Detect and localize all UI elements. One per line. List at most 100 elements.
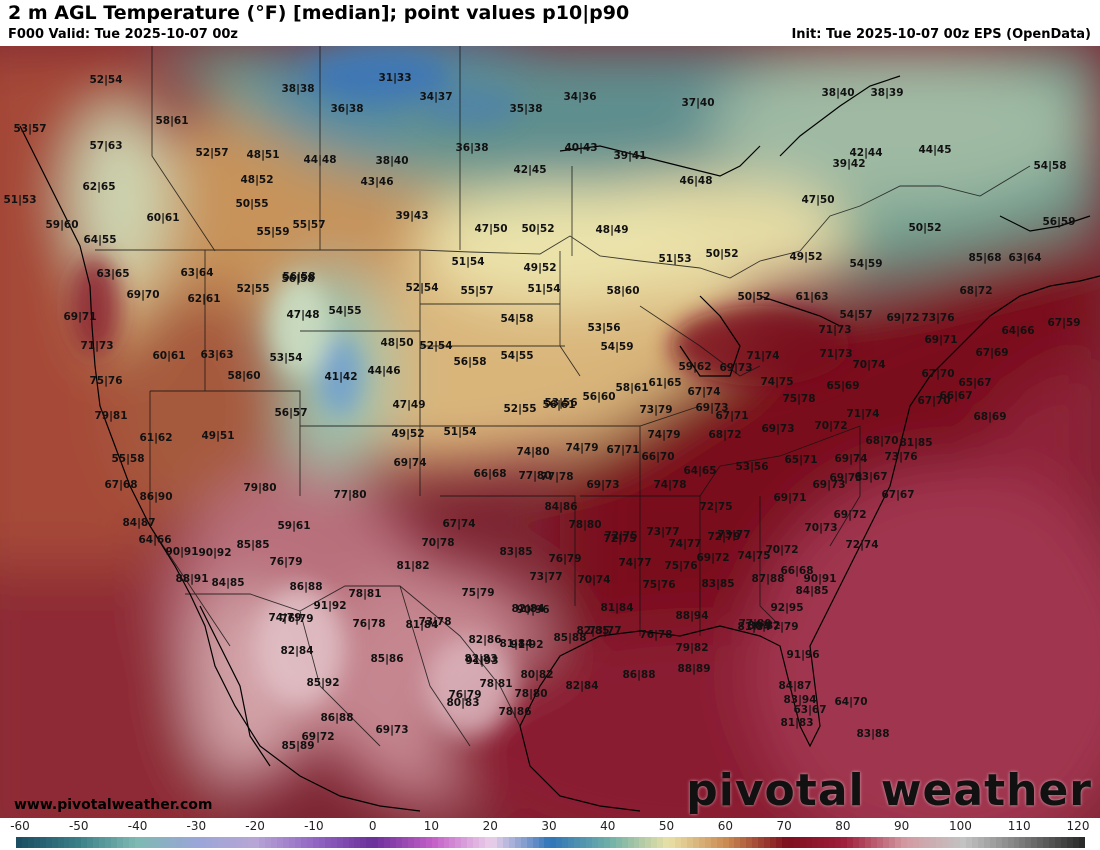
colorbar-swatch (372, 837, 379, 848)
point-value: 83|94 (783, 694, 816, 706)
point-value: 91|92 (313, 600, 346, 612)
point-value: 83|85 (499, 546, 532, 558)
point-value: 90|92 (198, 547, 231, 559)
point-value: 34|36 (563, 91, 596, 103)
colorbar-swatch (930, 837, 937, 848)
colorbar-swatch (336, 837, 343, 848)
point-value: 75|79 (461, 587, 494, 599)
colorbar-swatch (740, 837, 747, 848)
colorbar-swatch (289, 837, 296, 848)
point-value: 56|59 (1042, 216, 1075, 228)
colorbar-swatch (312, 837, 319, 848)
point-value: 81|84 (499, 638, 532, 650)
point-value: 87|88 (751, 573, 784, 585)
point-value: 86|88 (622, 669, 655, 681)
point-value: 72|75 (604, 530, 637, 542)
point-value: 74|78 (653, 479, 686, 491)
point-value: 77|78 (540, 471, 573, 483)
colorbar-swatch (134, 837, 141, 848)
point-value: 90|91 (803, 573, 836, 585)
colorbar-swatch (27, 837, 34, 848)
point-value: 62|61 (187, 293, 220, 305)
point-value: 66|68 (473, 468, 506, 480)
point-value: 85|88 (553, 632, 586, 644)
point-value: 53|57 (13, 123, 46, 135)
point-value: 39|43 (395, 210, 428, 222)
colorbar-swatch (663, 837, 670, 848)
point-value: 56|58 (282, 271, 315, 283)
colorbar: -60 -50 -40 -30 -20 -10 0 10 20 30 40 50 60 70 80 90 100… (0, 818, 1100, 850)
point-value: 48|49 (595, 224, 628, 236)
colorbar-swatch (704, 837, 711, 848)
colorbar-tick-label: 30 (541, 819, 557, 833)
point-value: 64|70 (834, 696, 867, 708)
colorbar-swatch (675, 837, 681, 848)
point-value: 79|82 (675, 642, 708, 654)
colorbar-swatch (977, 837, 984, 848)
colorbar-swatch (39, 837, 46, 848)
colorbar-swatch (1055, 837, 1061, 848)
point-value: 51|54 (527, 283, 560, 295)
colorbar-swatch (989, 837, 996, 848)
point-value: 78|81 (479, 678, 512, 690)
point-value: 66|68 (780, 565, 813, 577)
colorbar-swatch (1031, 837, 1038, 848)
colorbar-tick-label: 80 (835, 819, 851, 833)
point-value: 56|60 (582, 391, 615, 403)
point-value: 78|80 (568, 519, 601, 531)
point-value: 82|85 (576, 625, 609, 637)
point-value: 67|59 (1047, 317, 1080, 329)
point-value: 50|52 (521, 223, 554, 235)
point-value: 38|39 (870, 87, 903, 99)
colorbar-swatch (983, 837, 990, 848)
colorbar-swatch (954, 837, 961, 848)
colorbar-swatch (971, 837, 978, 848)
point-value: 77|80 (333, 489, 366, 501)
colorbar-swatch (770, 837, 776, 848)
colorbar-swatch (764, 837, 771, 848)
colorbar-swatch (746, 837, 753, 848)
point-value: 70|74 (577, 574, 610, 586)
point-value: 69|71 (924, 334, 957, 346)
colorbar-swatch (146, 837, 153, 848)
colorbar-swatch (716, 837, 723, 848)
point-value: 74|80 (516, 446, 549, 458)
point-value: 77|80 (518, 470, 551, 482)
point-value: 62|65 (82, 181, 115, 193)
colorbar-swatch (894, 837, 901, 848)
point-value: 80|83 (446, 697, 479, 709)
colorbar-swatch (152, 837, 159, 848)
point-value: 68|70 (865, 435, 898, 447)
point-value: 56|58 (281, 273, 314, 285)
point-value: 69|73 (719, 362, 752, 374)
point-value: 76|79 (280, 613, 313, 625)
colorbar-swatch (586, 837, 592, 848)
colorbar-swatch (431, 837, 438, 848)
point-value: 39|41 (613, 150, 646, 162)
website-url[interactable]: www.pivotalweather.com (14, 797, 213, 813)
colorbar-swatch (520, 837, 527, 848)
point-value: 63|65 (96, 268, 129, 280)
point-value: 38|40 (821, 87, 854, 99)
point-value: 76|79 (548, 553, 581, 565)
point-value: 69|73 (761, 423, 794, 435)
point-value: 85|85 (236, 539, 269, 551)
point-value: 70|72 (765, 544, 798, 556)
map-boundaries (95, 46, 1031, 747)
point-value: 61|65 (648, 377, 681, 389)
point-value: 36|38 (455, 142, 488, 154)
colorbar-swatch (829, 837, 836, 848)
point-value: 80|82 (747, 620, 780, 632)
colorbar-swatch (686, 837, 693, 848)
colorbar-swatch (841, 837, 848, 848)
init-time: Init: Tue 2025-10-07 00z EPS (OpenData) (791, 27, 1091, 42)
colorbar-swatch (633, 837, 640, 848)
point-value: 52|55 (503, 403, 536, 415)
colorbar-swatch (122, 837, 129, 848)
colorbar-swatch (835, 837, 842, 848)
colorbar-swatch (128, 837, 135, 848)
point-value: 67|70 (921, 368, 954, 380)
colorbar-swatch (455, 837, 462, 848)
point-value: 52|55 (236, 283, 269, 295)
point-value: 60|61 (146, 212, 179, 224)
